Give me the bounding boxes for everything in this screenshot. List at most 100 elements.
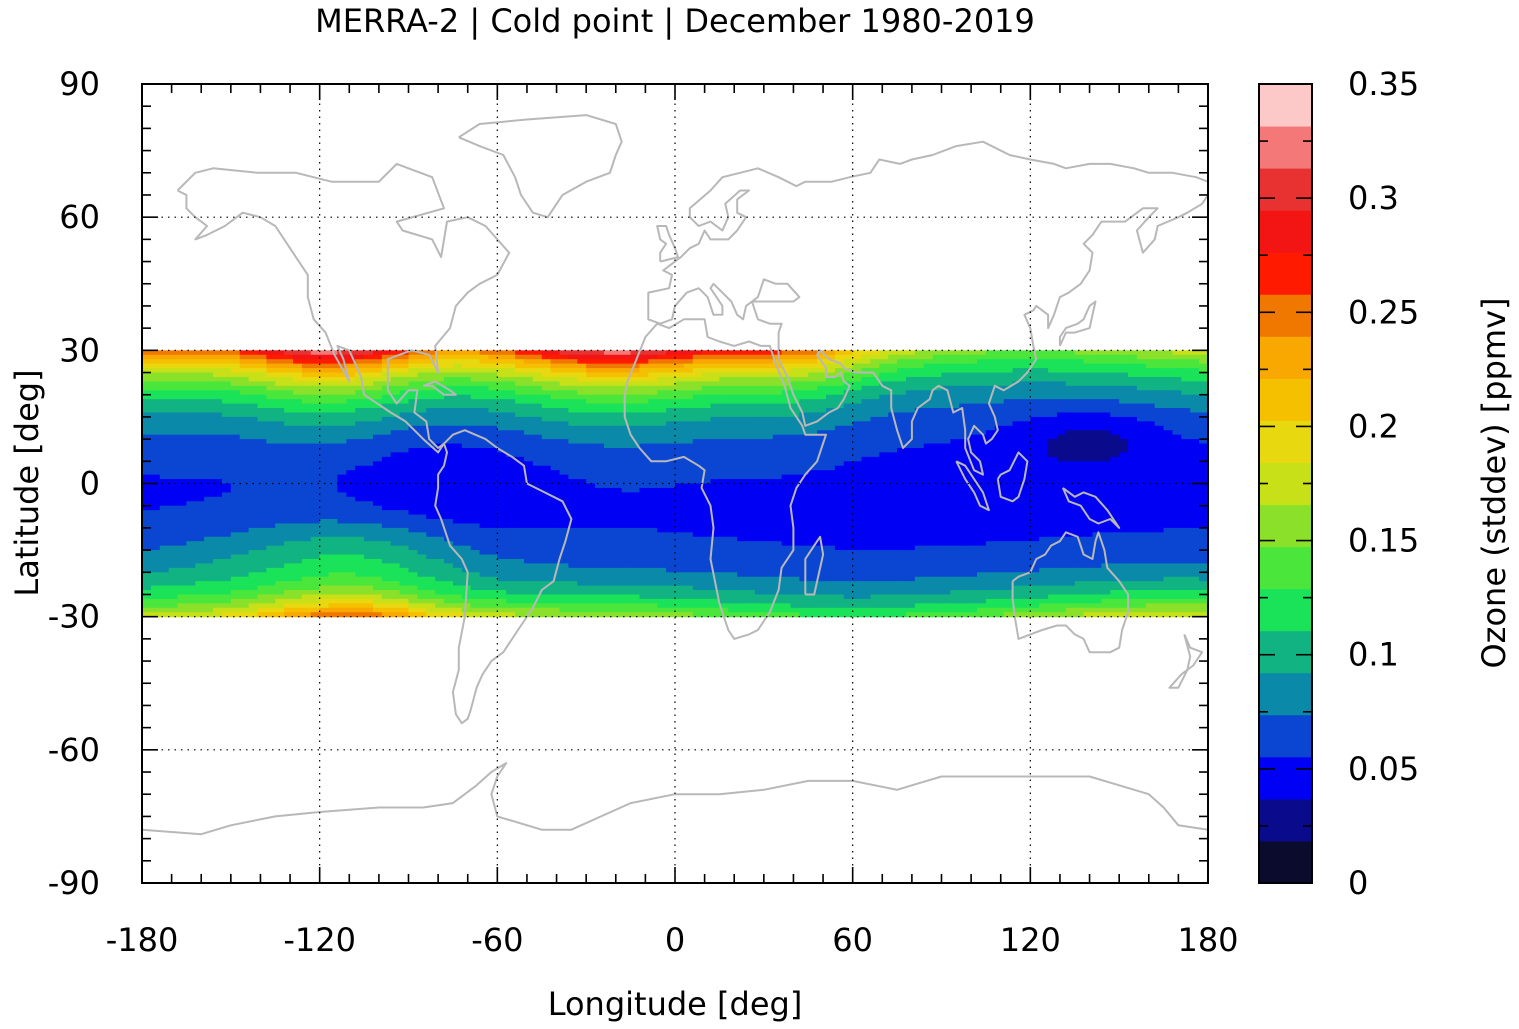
field-cell	[310, 501, 321, 507]
field-cell	[754, 394, 765, 400]
field-cell	[826, 425, 836, 431]
field-cell	[444, 527, 454, 533]
field-cell	[1003, 456, 1014, 462]
field-cell	[826, 421, 836, 427]
field-cell	[195, 390, 205, 396]
field-cell	[461, 359, 472, 365]
field-cell	[648, 519, 658, 525]
field-cell	[328, 505, 339, 511]
field-cell	[515, 403, 525, 409]
field-cell	[781, 430, 792, 436]
field-cell	[381, 514, 392, 520]
field-cell	[177, 447, 188, 454]
field-cell	[612, 496, 623, 502]
field-cell	[426, 496, 436, 502]
field-cell	[675, 412, 685, 418]
field-cell	[870, 439, 880, 445]
field-cell	[337, 527, 347, 533]
field-cell	[541, 470, 552, 476]
field-cell	[959, 465, 969, 471]
field-cell	[905, 496, 916, 502]
field-cell	[657, 505, 667, 511]
field-cell	[630, 376, 641, 383]
field-cell	[435, 465, 445, 471]
field-cell	[1039, 452, 1049, 458]
field-cell	[248, 443, 259, 449]
field-cell	[1190, 456, 1200, 462]
field-cell	[790, 381, 800, 387]
field-cell	[461, 523, 472, 529]
field-cell	[213, 527, 223, 533]
field-cell	[1128, 430, 1138, 436]
field-cell	[870, 510, 880, 516]
field-cell	[861, 363, 872, 369]
field-cell	[719, 354, 729, 360]
field-cell	[417, 465, 427, 471]
field-cell	[985, 523, 996, 529]
field-cell	[532, 354, 543, 360]
field-cell	[239, 487, 250, 493]
field-cell	[532, 505, 543, 511]
field-cell	[319, 461, 330, 467]
field-cell	[834, 430, 845, 436]
field-cell	[1083, 479, 1094, 485]
field-cell	[301, 368, 312, 374]
field-cell	[266, 456, 276, 462]
field-cell	[897, 434, 907, 440]
field-cell	[746, 465, 756, 471]
field-cell	[301, 385, 312, 391]
field-cell	[692, 412, 703, 418]
field-cell	[1101, 376, 1111, 383]
field-cell	[675, 394, 685, 400]
field-cell	[852, 523, 863, 529]
field-cell	[852, 474, 863, 480]
field-cell	[417, 443, 427, 449]
field-cell	[142, 385, 152, 391]
field-cell	[426, 385, 436, 391]
field-cell	[239, 376, 250, 383]
field-cell	[897, 527, 907, 533]
field-cell	[470, 470, 481, 476]
field-cell	[612, 470, 623, 476]
field-cell	[142, 350, 152, 356]
field-cell	[150, 523, 161, 529]
field-cell	[1092, 474, 1102, 480]
field-cell	[968, 434, 978, 440]
field-cell	[408, 452, 418, 458]
field-cell	[923, 390, 934, 396]
field-cell	[1154, 456, 1165, 462]
field-cell	[381, 456, 392, 462]
field-cell	[1056, 359, 1067, 365]
field-cell	[985, 372, 996, 378]
field-cell	[843, 479, 854, 485]
field-cell	[381, 461, 392, 467]
field-cell	[1163, 425, 1174, 431]
field-cell	[923, 470, 934, 476]
field-cell	[941, 443, 951, 449]
field-cell	[1119, 350, 1129, 356]
field-cell	[737, 434, 747, 440]
field-cell	[168, 394, 179, 400]
field-cell	[204, 381, 214, 387]
field-cell	[577, 376, 587, 383]
field-cell	[204, 483, 214, 489]
field-cell	[1154, 510, 1165, 516]
field-cell	[293, 363, 303, 369]
field-cell	[1101, 416, 1111, 422]
field-cell	[612, 434, 623, 440]
field-cell	[657, 399, 667, 405]
field-cell	[266, 421, 276, 427]
field-cell	[257, 350, 267, 356]
field-cell	[754, 456, 765, 462]
field-cell	[772, 385, 783, 391]
field-cell	[266, 399, 276, 405]
field-cell	[1119, 425, 1129, 431]
field-cell	[381, 474, 392, 480]
field-cell	[968, 376, 978, 383]
field-cell	[1136, 421, 1147, 427]
field-cell	[239, 447, 250, 454]
field-cell	[346, 430, 356, 436]
field-cell	[435, 376, 445, 383]
field-cell	[1136, 368, 1147, 374]
field-cell	[1199, 354, 1208, 360]
